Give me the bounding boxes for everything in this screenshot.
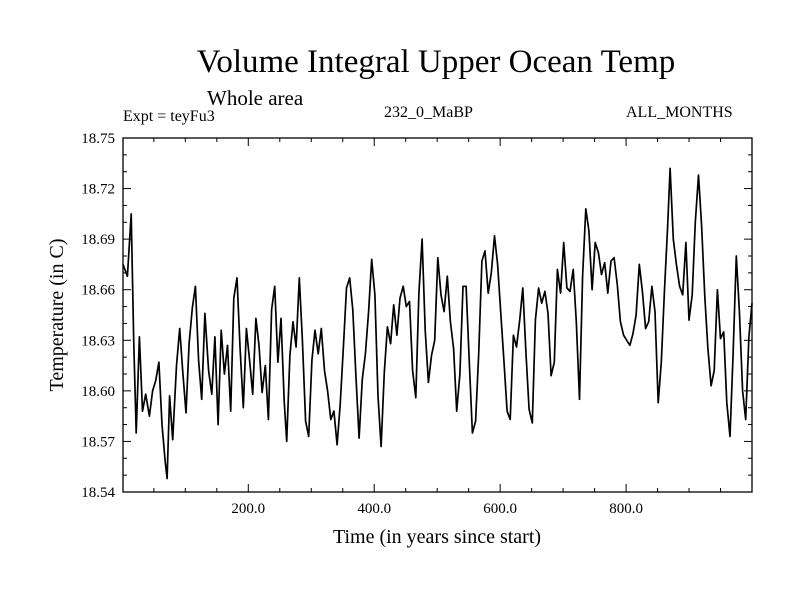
run-label: 232_0_MaBP [384,104,473,121]
months-label: ALL_MONTHS [626,104,733,121]
chart-title: Volume Integral Upper Ocean Temp [196,44,676,80]
y-tick-label: 18.72 [81,182,115,198]
chart-subtitle: Whole area [207,86,304,110]
plot-frame [122,137,753,493]
x-tick-label: 200.0 [231,501,265,517]
y-tick-label: 18.69 [81,232,115,248]
x-axis-label: Time (in years since start) [333,526,541,548]
y-tick-label: 18.63 [81,333,115,349]
x-tick-label: 600.0 [483,501,517,517]
y-tick-label: 18.60 [81,384,115,400]
y-tick-label: 18.57 [81,434,115,450]
x-tick-label: 400.0 [357,501,391,517]
y-tick-label: 18.54 [81,485,115,501]
tick-marks [123,137,752,493]
tick-labels: 200.0 400.0 600.0 800.0 18.54 18.57 18.60 18.63… [81,131,643,517]
temperature-series-line [122,167,753,480]
y-tick-label: 18.66 [81,283,115,299]
y-axis-label: Temperature (in C) [46,239,68,392]
y-tick-label: 18.75 [81,131,115,147]
experiment-label: Expt = teyFu3 [123,108,215,125]
x-tick-label: 800.0 [609,501,643,517]
